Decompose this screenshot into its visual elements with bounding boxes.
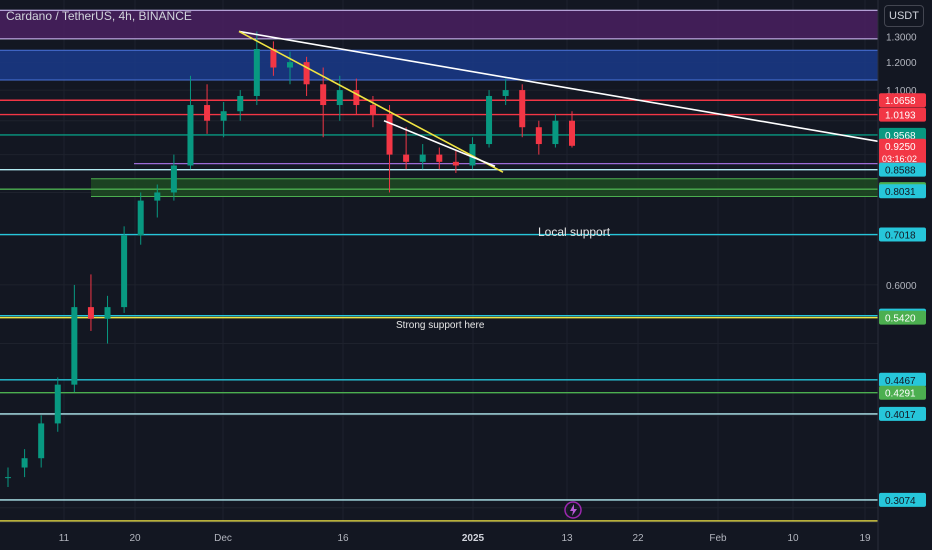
price-label: 1.0658 — [885, 96, 916, 107]
candle-body — [137, 200, 144, 236]
candle-body — [21, 458, 28, 468]
candle-body — [71, 307, 78, 385]
price-label-badge — [879, 162, 926, 177]
price-label-badge — [879, 310, 926, 325]
candle-body — [535, 127, 542, 145]
y-tick-label: 1.3000 — [886, 32, 917, 43]
price-label-badge — [879, 93, 926, 108]
price-axis[interactable]: 1.3000 1.2000 1.1000 0.6000 1.0658 1.0193 0.95… — [877, 0, 926, 550]
price-label-badge — [879, 227, 926, 242]
candle-body — [38, 423, 45, 459]
candle-body — [170, 165, 177, 193]
candle-body — [452, 161, 459, 166]
price-label: 0.8031 — [885, 187, 916, 198]
candle-body — [287, 62, 293, 68]
candle-body — [253, 48, 260, 96]
x-tick-label: 10 — [787, 533, 799, 544]
candle-body — [220, 111, 227, 121]
price-label-badge — [879, 138, 926, 165]
price-label: 0.4017 — [885, 410, 916, 421]
price-label: 0.4467 — [885, 376, 916, 387]
price-label: 0.8588 — [885, 166, 916, 177]
x-tick-label: 20 — [129, 533, 141, 544]
countdown-label: 03:16:02 — [882, 154, 917, 164]
price-label: 0.7018 — [885, 231, 916, 242]
horizontal-levels — [0, 99, 878, 522]
candle-body — [5, 477, 11, 479]
candle-body — [104, 307, 111, 319]
y-tick-label: 1.2000 — [886, 58, 917, 69]
price-label: 1.0193 — [885, 111, 916, 122]
zone — [0, 10, 878, 39]
price-label-badge — [879, 406, 926, 421]
candle-body — [369, 105, 376, 115]
candle-body — [270, 48, 277, 68]
candle-body — [320, 84, 327, 106]
x-tick-label: 11 — [59, 533, 70, 544]
price-label-badge — [879, 492, 926, 507]
candle-body — [386, 114, 393, 155]
price-label: 0.9568 — [885, 131, 916, 142]
candle-body — [569, 120, 575, 146]
candle-body — [486, 95, 493, 145]
candle-body — [87, 307, 94, 319]
price-label: 0.5420 — [885, 314, 916, 325]
price-label-badge — [879, 372, 926, 387]
candle-body — [502, 90, 509, 96]
candle-body — [436, 154, 443, 162]
candle-body — [54, 384, 61, 424]
candle-body — [403, 154, 410, 162]
trendline — [238, 30, 504, 173]
currency-button[interactable]: USDT — [884, 5, 924, 27]
candle-body — [552, 120, 559, 145]
price-label-badge — [879, 127, 926, 142]
local-support-annotation: Local support — [538, 225, 611, 239]
symbol-title[interactable]: Cardano / TetherUS, 4h, BINANCE — [6, 9, 192, 23]
price-label: 0.9250 — [885, 142, 916, 153]
zone — [91, 178, 878, 197]
candle-body — [419, 154, 426, 162]
x-tick-label: 2025 — [462, 533, 485, 544]
candlesticks — [5, 31, 575, 488]
candle-body — [237, 95, 244, 112]
x-tick-label: 13 — [561, 533, 573, 544]
price-label: 0.3074 — [885, 496, 916, 507]
trendline — [383, 119, 496, 167]
price-label: 0.4291 — [885, 389, 916, 400]
x-tick-label: 16 — [337, 533, 349, 544]
candle-body — [336, 90, 343, 106]
x-tick-label: Dec — [214, 533, 232, 544]
x-tick-label: 22 — [632, 533, 644, 544]
candle-body — [353, 90, 360, 106]
y-tick-label: 0.6000 — [886, 281, 917, 292]
candle-body — [519, 90, 526, 128]
candle-body — [154, 192, 161, 201]
candle-body — [303, 62, 310, 85]
price-label-badge — [879, 107, 926, 122]
x-tick-label: 19 — [859, 533, 871, 544]
price-zones — [0, 9, 878, 198]
x-tick-label: Feb — [709, 533, 727, 544]
price-label-badge — [879, 385, 926, 400]
candle-body — [187, 105, 194, 166]
time-axis[interactable]: 11 20 Dec 16 2025 13 22 Feb 10 19 — [0, 521, 878, 544]
trendlines — [238, 30, 879, 173]
price-label-badge — [879, 184, 926, 199]
trendline — [238, 30, 879, 143]
candle-body — [121, 235, 128, 308]
candle-body — [204, 105, 211, 121]
candle-body — [469, 144, 476, 166]
y-tick-label: 1.1000 — [886, 86, 917, 97]
event-icon[interactable] — [564, 501, 582, 519]
strong-support-annotation: Strong support here — [396, 320, 485, 331]
